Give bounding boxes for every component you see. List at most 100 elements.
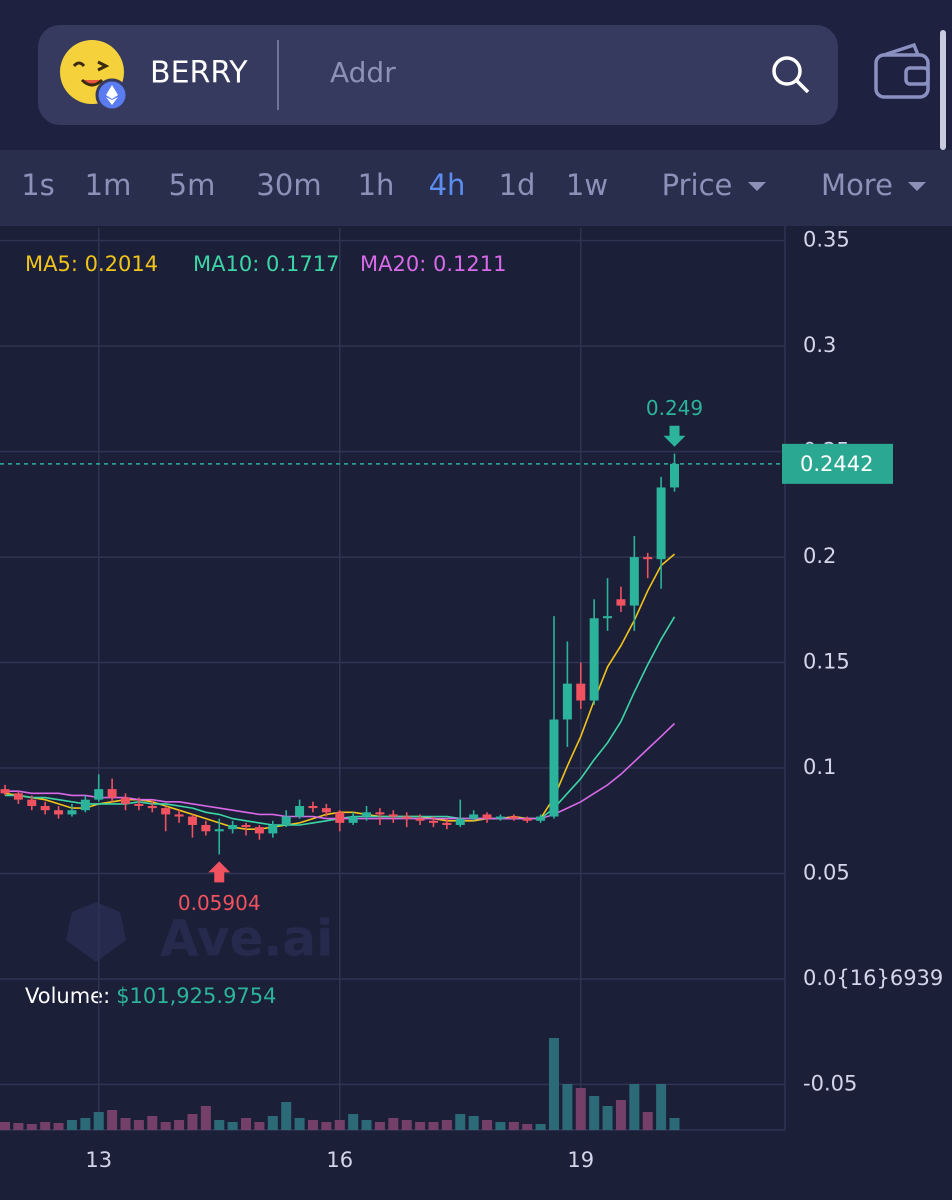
volume-bar	[120, 1118, 131, 1130]
volume-bar	[107, 1110, 118, 1130]
high-arrow	[663, 425, 686, 447]
candle-body	[147, 805, 157, 809]
volume-bar	[441, 1120, 452, 1130]
volume-bar	[629, 1084, 640, 1130]
volume-bar	[321, 1122, 332, 1130]
eth-logo	[106, 85, 118, 105]
volume-bar	[615, 1100, 626, 1130]
volume-bar	[241, 1118, 252, 1130]
volume-bar	[642, 1112, 653, 1130]
candle-body	[335, 812, 345, 823]
candle-body	[428, 820, 438, 823]
volume-label: Volume: $101,925.9754	[25, 984, 277, 1008]
volume-bar	[669, 1118, 680, 1130]
candle-body	[321, 808, 331, 813]
candle-body	[348, 816, 358, 823]
time-tab[interactable]: 4h	[429, 168, 466, 202]
high-label: 0.249	[646, 396, 703, 420]
volume-bar	[40, 1122, 51, 1130]
candle-body	[67, 810, 77, 815]
tab-bar	[0, 150, 952, 226]
time-tab[interactable]: 1h	[358, 168, 395, 202]
candle-body	[643, 557, 653, 560]
volume-bar	[227, 1122, 238, 1130]
candle-body	[174, 814, 184, 817]
volume-bar	[562, 1084, 573, 1130]
volume-bar	[482, 1120, 493, 1130]
volume-bar	[388, 1118, 399, 1130]
volume-bar	[200, 1106, 211, 1130]
token-name: BERRY	[150, 56, 248, 91]
dropdown[interactable]: More	[821, 168, 893, 202]
x-tick-label: 13	[85, 1148, 112, 1172]
volume-bar	[535, 1124, 546, 1130]
y-tick-label: 0.3	[803, 333, 836, 357]
candle-body	[107, 789, 117, 798]
volume-bar	[26, 1124, 37, 1130]
time-tab[interactable]: 1w	[566, 168, 608, 202]
volume-bar	[428, 1122, 439, 1130]
candle-body	[187, 816, 197, 825]
volume-bar	[53, 1123, 64, 1130]
y-tick-label: 0.15	[803, 650, 850, 674]
y-tick-label: -0.05	[803, 1071, 857, 1095]
candle-body	[629, 557, 639, 606]
candle-body	[228, 824, 238, 830]
x-tick-label: 16	[326, 1148, 353, 1172]
time-tab[interactable]: 5m	[169, 168, 216, 202]
candle-body	[589, 618, 599, 701]
scrollbar	[940, 30, 946, 150]
time-tab[interactable]: 1s	[21, 168, 55, 202]
volume-bar	[0, 1122, 10, 1130]
volume-bar	[548, 1038, 559, 1130]
time-tab[interactable]: 30m	[256, 168, 321, 202]
y-tick-label: 0.35	[803, 228, 850, 252]
low-arrow	[208, 861, 231, 883]
time-tab[interactable]: 1d	[499, 168, 536, 202]
search-input[interactable]: Addr	[330, 56, 396, 89]
candle-body	[80, 799, 90, 811]
candle-body	[495, 816, 505, 819]
dropdown-caret	[748, 182, 766, 191]
candle-body	[482, 814, 492, 819]
candle-body	[375, 812, 385, 815]
volume-bar	[495, 1122, 506, 1130]
candle-body	[388, 814, 398, 817]
last-price-box	[782, 443, 893, 484]
y-tick-label: 0.2	[803, 544, 836, 568]
volume-bar	[93, 1112, 104, 1130]
dropdown[interactable]: Price	[662, 168, 733, 202]
volume-bar	[174, 1120, 185, 1130]
candle-body	[576, 683, 586, 701]
volume-bar	[575, 1088, 586, 1130]
watermark: Ave.ai	[160, 910, 333, 968]
volume-bar	[80, 1118, 91, 1130]
candle-body	[616, 599, 626, 606]
volume-bar	[401, 1120, 412, 1130]
volume-bar	[160, 1122, 171, 1130]
volume-bar	[66, 1120, 77, 1130]
candle-body	[402, 816, 412, 819]
volume-bar	[374, 1122, 385, 1130]
volume-bar	[522, 1124, 533, 1130]
search-bar[interactable]	[38, 25, 838, 125]
candle-body	[295, 805, 305, 817]
time-tab[interactable]: 1m	[85, 168, 132, 202]
candle-body	[214, 829, 224, 832]
search-icon[interactable]	[772, 56, 810, 94]
candle-body	[134, 803, 144, 806]
wallet-icon[interactable]	[874, 42, 930, 99]
volume-bar	[187, 1114, 198, 1130]
volume-bar	[415, 1122, 426, 1130]
candle-body	[670, 463, 679, 488]
volume-bar	[334, 1120, 345, 1130]
last-price-label: 0.2442	[800, 452, 873, 476]
y-tick-label: 0.0{16}6939	[803, 966, 943, 990]
volume-bar	[602, 1106, 613, 1130]
candle-body	[442, 822, 452, 825]
legend-entry: MA20: 0.1211	[360, 252, 506, 276]
candle-body	[40, 805, 50, 811]
candle-body	[201, 824, 211, 832]
